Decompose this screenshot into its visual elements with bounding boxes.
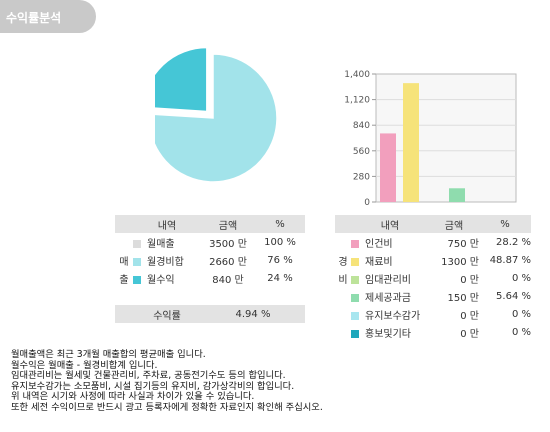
legend-swatch — [351, 311, 359, 320]
row-label: 월수익 — [147, 274, 175, 286]
disclaimer-notes: 월매출액은 최근 3개월 매출합의 평균매출 입니다. 월수익은 월매출 - 월… — [11, 349, 323, 413]
legend-swatch — [133, 275, 141, 284]
row-label: 인건비 — [365, 238, 393, 250]
row-side-label: 출 — [119, 274, 129, 286]
plot-area — [375, 73, 517, 203]
row-amount: 3500 만 — [209, 238, 247, 250]
y-tick-label: 1,400 — [344, 70, 370, 80]
row-percent: 48.87 % — [489, 254, 531, 266]
y-tick-label: 840 — [353, 121, 370, 131]
legend-swatch — [351, 293, 359, 302]
table-row: 제세공과금 150 만 5.64 % — [335, 287, 531, 305]
table-row: 인건비 750 만 28.2 % — [335, 233, 531, 251]
note-line: 위 내역은 시기와 사정에 따라 사실과 차이가 있을 수 있습니다. — [11, 391, 255, 402]
row-percent: 100 % — [264, 236, 296, 248]
col-header-item: 내역 — [133, 215, 201, 233]
col-header-percent: % — [255, 215, 305, 233]
row-percent: 24 % — [267, 272, 293, 284]
table-row: 홍보및기타 0 만 0 % — [335, 323, 531, 341]
row-amount: 0 만 — [460, 274, 479, 286]
row-label: 월경비합 — [147, 256, 184, 268]
y-tick-label: 280 — [353, 172, 370, 182]
bar — [403, 83, 419, 202]
row-side-label — [115, 233, 133, 251]
row-label: 월매출 — [147, 238, 175, 250]
expense-bar-chart: 0 280 560 840 1,120 1,400 — [344, 70, 517, 208]
section-title-tab: 수익률분석 — [0, 0, 96, 33]
bar — [380, 133, 396, 202]
table-row: 경 재료비 1300 만 48.87 % — [335, 251, 531, 269]
row-amount: 150 만 — [447, 292, 479, 304]
pie-slice — [155, 46, 208, 113]
table-row: 월매출 3500 만 100 % — [115, 233, 305, 251]
row-amount: 750 만 — [447, 238, 479, 250]
y-tick-label: 560 — [353, 147, 370, 157]
row-percent: 76 % — [267, 254, 293, 266]
row-percent: 0 % — [511, 272, 531, 284]
legend-swatch — [351, 239, 359, 248]
table-row: 매 월경비합 2660 만 76 % — [115, 251, 305, 269]
col-header-amount: 금액 — [429, 215, 479, 233]
legend-swatch — [351, 275, 359, 284]
row-side-label: 매 — [119, 256, 129, 268]
pie-slice — [155, 53, 278, 183]
note-line: 월매출액은 최근 3개월 매출합의 평균매출 입니다. — [11, 349, 206, 360]
col-header-amount: 금액 — [201, 215, 255, 233]
yield-label: 수익률 — [153, 310, 181, 322]
row-label: 홍보및기타 — [365, 328, 411, 340]
row-percent: 5.64 % — [496, 290, 531, 302]
expense-pie-chart — [155, 46, 278, 183]
legend-swatch — [133, 239, 141, 248]
y-tick-label: 1,120 — [344, 96, 370, 106]
row-amount: 0 만 — [460, 310, 479, 322]
legend-swatch — [133, 257, 141, 266]
row-amount: 1300 만 — [441, 256, 479, 268]
revenue-table: 내역 금액 % 월매출 3500 만 100 % 매 월경비합 2660 만 7… — [115, 215, 305, 323]
row-percent: 28.2 % — [496, 236, 531, 248]
note-line: 유지보수감가는 소모품비, 시설 집기등의 유지비, 감가상각비의 합입니다. — [11, 380, 295, 392]
table-row: 유지보수감가 0 만 0 % — [335, 305, 531, 323]
section-title: 수익률분석 — [6, 11, 62, 25]
table-row: 출 월수익 840 만 24 % — [115, 269, 305, 287]
y-tick-label: 0 — [364, 198, 370, 208]
note-line: 임대관리비는 월세및 건물관리비, 주차료, 공동전기수도 등의 합입니다. — [11, 370, 286, 381]
row-percent: 0 % — [511, 308, 531, 320]
note-line: 월수익은 월매출 - 월경비합계 입니다. — [11, 359, 158, 371]
row-amount: 2660 만 — [209, 256, 247, 268]
row-label: 임대관리비 — [365, 274, 411, 286]
row-amount: 840 만 — [212, 274, 244, 286]
col-header-item: 내역 — [351, 215, 429, 233]
legend-swatch — [351, 257, 359, 266]
row-amount: 0 만 — [460, 328, 479, 340]
row-side-label: 비 — [338, 274, 348, 286]
col-header-percent: % — [479, 215, 531, 233]
row-label: 제세공과금 — [365, 292, 411, 304]
row-side-label: 경 — [338, 256, 348, 268]
row-label: 재료비 — [365, 256, 393, 268]
table-row: 비 임대관리비 0 만 0 % — [335, 269, 531, 287]
note-line: 또한 세전 수익이므로 반드시 광고 등록자에게 정확한 자료인지 확인해 주십… — [11, 401, 323, 413]
yield-row: 수익률 4.94 % — [115, 305, 305, 323]
row-label: 유지보수감가 — [365, 310, 421, 322]
legend-swatch — [351, 329, 359, 338]
bar — [449, 188, 465, 202]
expense-table: 내역 금액 % 인건비 750 만 28.2 % 경 재료비 1300 만 48… — [335, 215, 531, 341]
row-percent: 0 % — [511, 326, 531, 338]
yield-value: 4.94 % — [235, 308, 271, 320]
